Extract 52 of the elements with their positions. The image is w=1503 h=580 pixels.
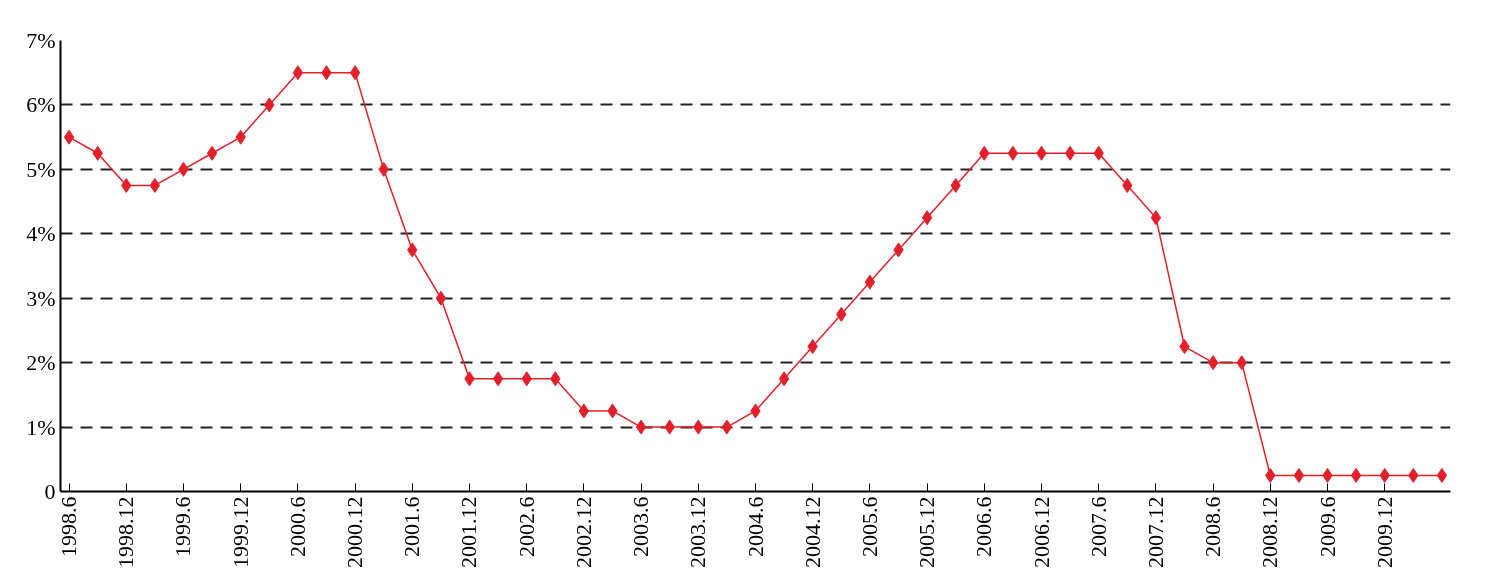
x-tick-label: 2000.12 bbox=[342, 496, 368, 568]
x-tick-label: 2003.12 bbox=[685, 496, 711, 568]
x-tick-label: 2004.6 bbox=[742, 496, 768, 557]
x-tick-label: 1998.6 bbox=[56, 496, 82, 557]
y-tick-label: 2% bbox=[26, 350, 56, 376]
x-tick-label: 2004.12 bbox=[799, 496, 825, 568]
y-tick-label: 4% bbox=[26, 221, 56, 247]
y-tick-label: 0 bbox=[44, 479, 56, 504]
x-tick-label: 2001.6 bbox=[399, 496, 425, 557]
point bbox=[1350, 467, 1362, 483]
point bbox=[1207, 355, 1219, 371]
x-tick-label: 2005.12 bbox=[914, 496, 940, 568]
y-tick-label: 5% bbox=[26, 156, 56, 182]
x-tick-label: 2006.6 bbox=[971, 496, 997, 557]
x-tick-label: 2008.12 bbox=[1257, 496, 1283, 568]
x-tick-label: 1998.12 bbox=[113, 496, 139, 568]
point bbox=[578, 403, 590, 419]
point bbox=[921, 210, 933, 226]
x-tick-label: 1999.6 bbox=[170, 496, 196, 557]
x-tick-label: 1999.12 bbox=[227, 496, 253, 568]
x-tick-label: 2001.12 bbox=[456, 496, 482, 568]
point bbox=[1064, 145, 1076, 161]
y-tick-label: 6% bbox=[26, 92, 56, 118]
x-tick-label: 2009.6 bbox=[1314, 496, 1340, 557]
x-tick-label: 2002.12 bbox=[570, 496, 596, 568]
x-tick-label: 2007.6 bbox=[1085, 496, 1111, 557]
x-tick-label: 2000.6 bbox=[284, 496, 310, 557]
x-tick-label: 2005.6 bbox=[856, 496, 882, 557]
x-tick-label: 2008.6 bbox=[1200, 496, 1226, 557]
point bbox=[63, 129, 75, 145]
point bbox=[1293, 467, 1305, 483]
point bbox=[292, 65, 304, 81]
y-tick-label: 7% bbox=[26, 28, 56, 53]
point bbox=[635, 419, 647, 435]
point bbox=[149, 177, 161, 193]
point bbox=[1150, 210, 1162, 226]
y-tick-label: 3% bbox=[26, 285, 56, 311]
point bbox=[1436, 467, 1448, 483]
point bbox=[864, 274, 876, 290]
x-tick-label: 2002.6 bbox=[513, 496, 539, 557]
point bbox=[492, 371, 504, 387]
point bbox=[1007, 145, 1019, 161]
point bbox=[206, 145, 218, 161]
x-tick-label: 2007.12 bbox=[1142, 496, 1168, 568]
x-tick-label: 2006.12 bbox=[1028, 496, 1054, 568]
x-tick-label: 2003.6 bbox=[628, 496, 654, 557]
y-tick-label: 1% bbox=[26, 414, 56, 440]
point bbox=[349, 65, 361, 81]
point bbox=[778, 371, 790, 387]
point bbox=[721, 419, 733, 435]
x-tick-label: 2009.12 bbox=[1371, 496, 1397, 568]
point bbox=[435, 290, 447, 306]
